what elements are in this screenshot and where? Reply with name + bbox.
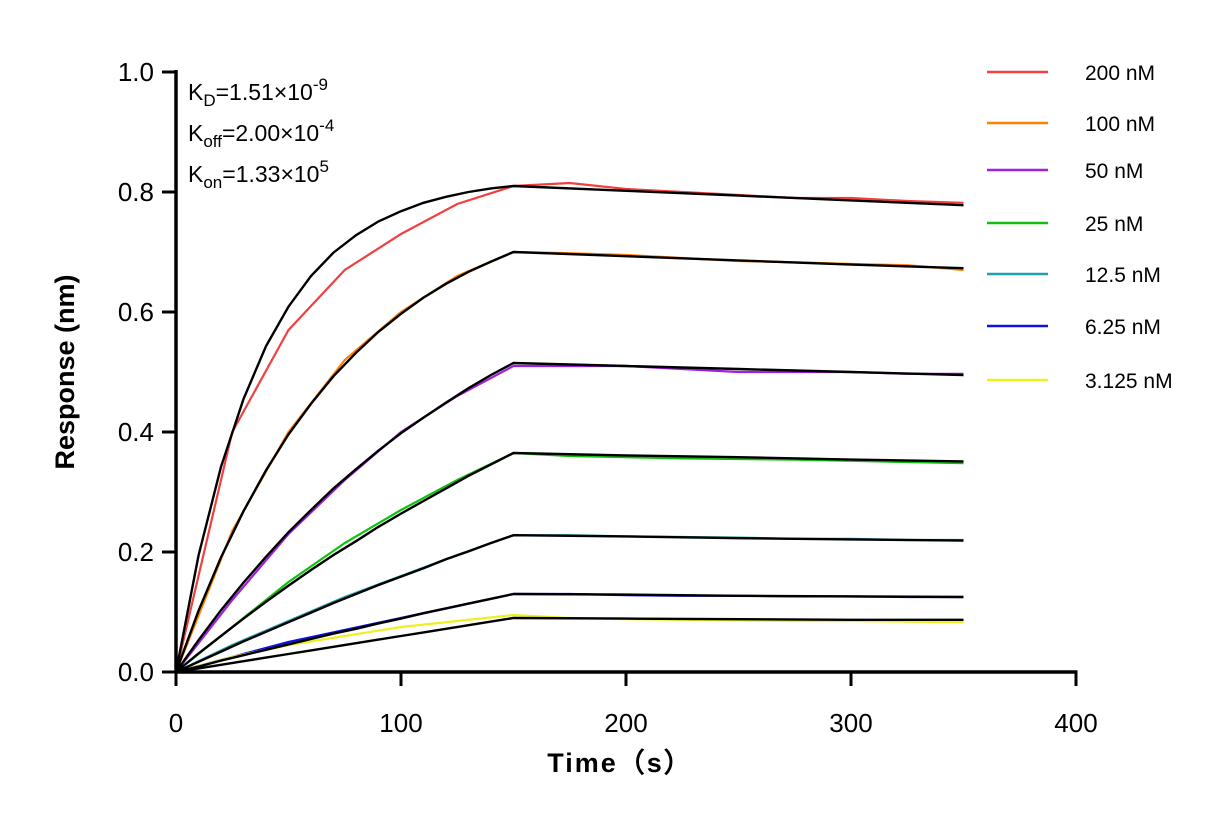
constant-symbol: K bbox=[188, 120, 204, 146]
legend-label: 12.5 nM bbox=[1085, 264, 1161, 287]
constant-subscript: on bbox=[203, 173, 222, 192]
x-tick-label: 0 bbox=[169, 708, 183, 738]
x-tick-label: 300 bbox=[829, 708, 872, 738]
x-tick-label: 400 bbox=[1054, 708, 1097, 738]
data-series-100-nM bbox=[176, 252, 964, 672]
legend-item: 25 nM bbox=[987, 213, 1143, 236]
legend-item: 50 nM bbox=[987, 160, 1143, 183]
legend-label: 200 nM bbox=[1085, 62, 1155, 85]
constant-subscript: D bbox=[203, 91, 215, 110]
kinetic-constant-on: Kon=1.33×105 bbox=[188, 157, 329, 192]
legend-label: 50 nM bbox=[1085, 160, 1143, 183]
kinetic-constant-D: KD=1.51×10-9 bbox=[188, 75, 328, 110]
axes: 0.0 0.2 0.4 0.6 0.8 1.0 0 100 200 300 400 bbox=[118, 57, 1098, 738]
y-tick-label: 1.0 bbox=[118, 57, 154, 87]
fit-curve-200-nM bbox=[176, 186, 964, 672]
legend-label: 25 nM bbox=[1085, 213, 1143, 236]
constant-value: =1.51×10 bbox=[216, 79, 313, 105]
fit-curve-6.25-nM bbox=[176, 594, 964, 672]
legend-label: 3.125 nM bbox=[1085, 370, 1173, 393]
constant-exponent: -4 bbox=[319, 116, 334, 135]
x-tick-label: 200 bbox=[604, 708, 647, 738]
legend-item: 6.25 nM bbox=[987, 316, 1161, 339]
data-series-50-nM bbox=[176, 366, 964, 672]
legend-item: 100 nM bbox=[987, 113, 1155, 136]
legend-label: 6.25 nM bbox=[1085, 316, 1161, 339]
y-tick-label: 0.4 bbox=[118, 417, 154, 447]
x-tick-label: 100 bbox=[379, 708, 422, 738]
y-tick-label: 0.6 bbox=[118, 297, 154, 327]
constant-symbol: K bbox=[188, 79, 204, 105]
fit-curve-12.5-nM bbox=[176, 535, 964, 672]
fit-curve-25-nM bbox=[176, 453, 964, 672]
y-tick-label: 0.8 bbox=[118, 177, 154, 207]
y-tick-label: 0.2 bbox=[118, 537, 154, 567]
plot-area bbox=[176, 183, 964, 672]
fit-curve-50-nM bbox=[176, 363, 964, 672]
constant-value: =2.00×10 bbox=[222, 120, 319, 146]
y-axis-label: Response (nm) bbox=[50, 274, 80, 469]
legend: 200 nM 100 nM 50 nM 25 nM 12.5 nM 6.25 nM 3.12… bbox=[987, 62, 1173, 393]
kinetic-constant-off: Koff=2.00×10-4 bbox=[188, 116, 334, 151]
constant-subscript: off bbox=[203, 132, 222, 151]
legend-item: 200 nM bbox=[987, 62, 1155, 85]
constant-symbol: K bbox=[188, 161, 204, 187]
constant-exponent: -9 bbox=[313, 75, 328, 94]
data-series-25-nM bbox=[176, 453, 964, 672]
legend-item: 12.5 nM bbox=[987, 264, 1161, 287]
constant-value: =1.33×10 bbox=[222, 161, 319, 187]
y-tick-label: 0.0 bbox=[118, 657, 154, 687]
fit-curve-100-nM bbox=[176, 252, 964, 672]
data-series-12.5-nM bbox=[176, 535, 964, 672]
legend-label: 100 nM bbox=[1085, 113, 1155, 136]
data-series-6.25-nM bbox=[176, 594, 964, 672]
x-axis-label: Time（s） bbox=[547, 748, 693, 778]
constant-exponent: 5 bbox=[319, 157, 328, 176]
legend-item: 3.125 nM bbox=[987, 370, 1173, 393]
